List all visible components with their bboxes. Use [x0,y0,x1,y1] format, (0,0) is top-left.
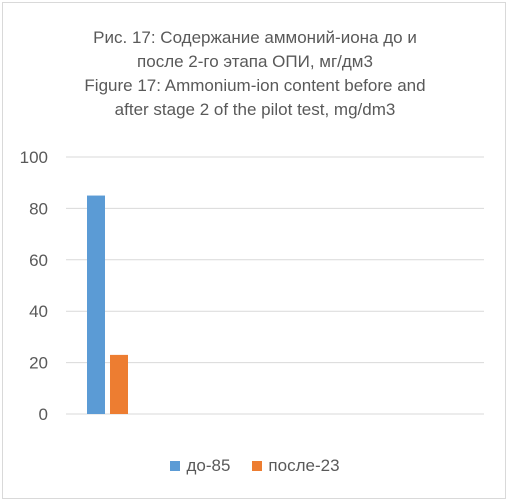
legend-swatch-before [170,461,181,471]
chart-title-line-4: after stage 2 of the pilot test, mg/dm3 [114,100,396,119]
chart-legend: до-85 после-23 [0,456,510,476]
legend-swatch-after [252,461,263,471]
y-tick-label-80: 80 [29,199,48,218]
y-tick-label-40: 40 [29,302,48,321]
y-tick-label-60: 60 [29,251,48,270]
y-tick-label-100: 100 [20,148,48,167]
bar-before [87,195,105,414]
chart-title: Рис. 17: Содержание аммоний-иона до и по… [0,26,510,122]
y-tick-label-0: 0 [39,405,48,424]
y-tick-label-20: 20 [29,354,48,373]
chart-title-line-2: после 2-го этапа ОПИ, мг/дм3 [137,52,373,71]
chart-title-line-3: Figure 17: Ammonium-ion content before a… [84,76,426,95]
legend-label-before: до-85 [186,456,231,475]
legend-label-after: после-23 [268,456,340,475]
chart-frame [2,2,506,499]
bar-after [110,354,128,414]
chart-title-line-1: Рис. 17: Содержание аммоний-иона до и [93,28,417,47]
legend-item-after: после-23 [252,456,340,476]
legend-item-before: до-85 [170,456,230,476]
